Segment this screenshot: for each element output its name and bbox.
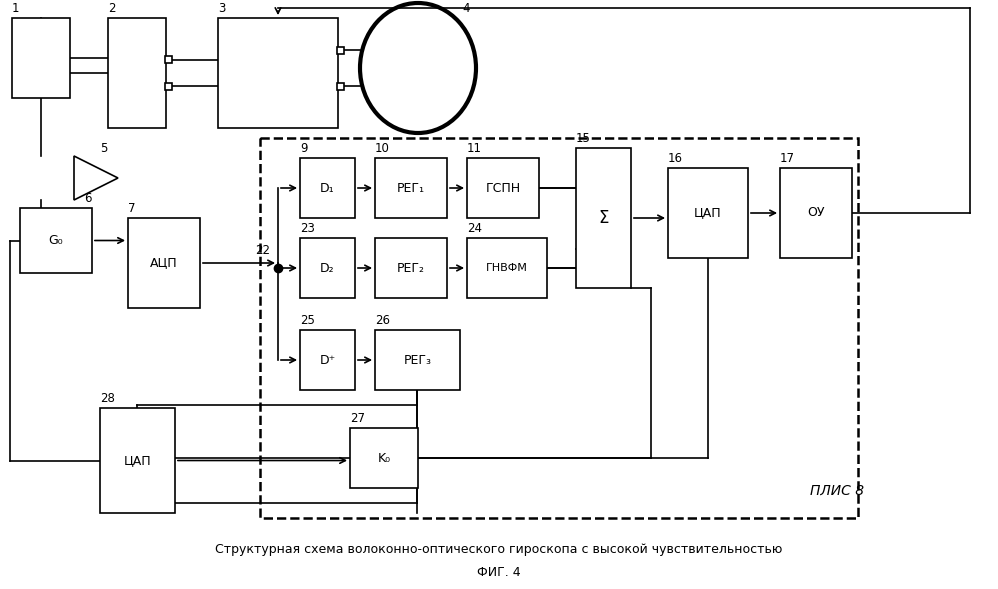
Text: 26: 26 xyxy=(375,314,390,327)
Text: РЕГ₁: РЕГ₁ xyxy=(397,181,425,194)
Text: 17: 17 xyxy=(780,152,795,165)
Text: ЦАП: ЦАП xyxy=(695,207,722,220)
Text: 27: 27 xyxy=(350,412,365,425)
Text: 15: 15 xyxy=(576,132,591,145)
Text: ПЛИС 8: ПЛИС 8 xyxy=(810,484,864,498)
Bar xyxy=(375,238,447,298)
Bar xyxy=(128,218,200,308)
Bar xyxy=(165,57,172,63)
Text: 4: 4 xyxy=(462,2,469,15)
Text: D₁: D₁ xyxy=(320,181,334,194)
Bar xyxy=(300,238,355,298)
Text: 1: 1 xyxy=(12,2,20,15)
Bar xyxy=(337,82,344,90)
Text: ФИГ. 4: ФИГ. 4 xyxy=(477,565,521,578)
Text: 6: 6 xyxy=(84,192,92,205)
Bar xyxy=(20,208,92,273)
Text: D₂: D₂ xyxy=(320,262,334,274)
Bar xyxy=(350,428,418,488)
Text: G₀: G₀ xyxy=(49,234,63,247)
Text: 3: 3 xyxy=(218,2,226,15)
Text: 24: 24 xyxy=(467,222,482,235)
Text: ОУ: ОУ xyxy=(807,207,824,220)
Text: 7: 7 xyxy=(128,202,136,215)
Bar xyxy=(100,408,175,513)
Text: ГСПН: ГСПН xyxy=(485,181,521,194)
Bar xyxy=(668,168,748,258)
Bar xyxy=(218,18,338,128)
Bar xyxy=(165,82,172,90)
Text: 25: 25 xyxy=(300,314,315,327)
Bar xyxy=(300,158,355,218)
Text: ЦАП: ЦАП xyxy=(124,454,152,467)
Text: 11: 11 xyxy=(467,142,482,155)
Bar xyxy=(780,168,852,258)
Bar xyxy=(375,330,460,390)
Text: Σ: Σ xyxy=(598,209,609,227)
Bar xyxy=(108,18,166,128)
Bar xyxy=(467,238,547,298)
Text: K₀: K₀ xyxy=(377,452,390,465)
Text: 22: 22 xyxy=(255,244,270,257)
Text: 16: 16 xyxy=(668,152,683,165)
Bar xyxy=(260,138,858,518)
Text: 28: 28 xyxy=(100,392,115,405)
Bar xyxy=(375,158,447,218)
Text: 5: 5 xyxy=(100,142,108,155)
Text: 10: 10 xyxy=(375,142,390,155)
Bar xyxy=(576,148,631,288)
Text: D⁺: D⁺ xyxy=(319,353,335,366)
Text: АЦП: АЦП xyxy=(150,256,178,270)
Text: РЕГ₂: РЕГ₂ xyxy=(397,262,425,274)
Bar xyxy=(467,158,539,218)
Bar xyxy=(300,330,355,390)
Text: 2: 2 xyxy=(108,2,116,15)
Text: ГНВФМ: ГНВФМ xyxy=(486,263,528,273)
Text: 23: 23 xyxy=(300,222,315,235)
Bar xyxy=(12,18,70,98)
Text: Структурная схема волоконно-оптического гироскопа с высокой чувствительностью: Структурная схема волоконно-оптического … xyxy=(216,544,782,557)
Bar xyxy=(337,47,344,54)
Text: РЕГ₃: РЕГ₃ xyxy=(403,353,431,366)
Text: 9: 9 xyxy=(300,142,307,155)
